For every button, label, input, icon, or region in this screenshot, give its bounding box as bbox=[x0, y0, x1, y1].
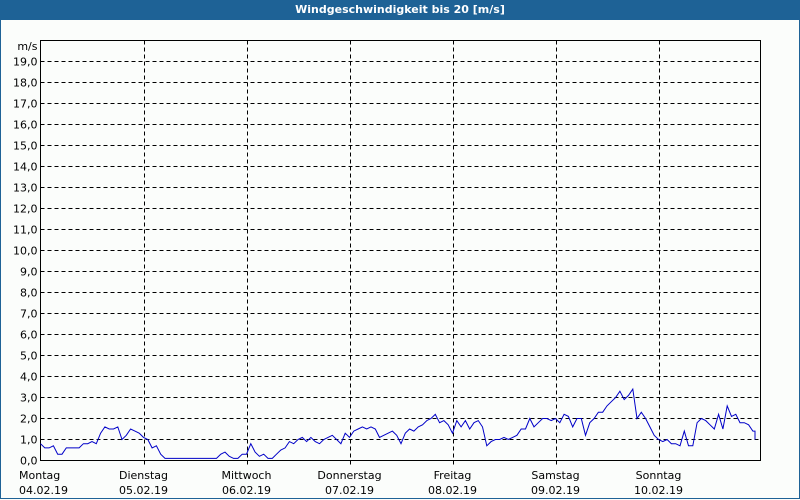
y-tick-label: 10,0 bbox=[13, 245, 38, 258]
x-tick-date: 08.02.19 bbox=[428, 484, 477, 497]
y-tick-label: 7,0 bbox=[20, 308, 38, 321]
x-tick-day: Montag bbox=[19, 469, 60, 482]
y-tick-label: 6,0 bbox=[20, 329, 38, 342]
y-tick-label: 18,0 bbox=[13, 77, 38, 90]
y-tick-label: 13,0 bbox=[13, 182, 38, 195]
x-tick-date: 07.02.19 bbox=[325, 484, 374, 497]
y-tick-label: 3,0 bbox=[20, 392, 38, 405]
y-tick-label: 5,0 bbox=[20, 350, 38, 363]
plot-area bbox=[40, 40, 761, 461]
x-tick-day: Samstag bbox=[531, 469, 579, 482]
y-tick-label: 9,0 bbox=[20, 266, 38, 279]
x-tick-date: 05.02.19 bbox=[119, 484, 168, 497]
y-tick-label: 1,0 bbox=[20, 434, 38, 447]
y-axis-unit: m/s bbox=[17, 40, 37, 53]
x-tick-day: Donnerstag bbox=[317, 469, 381, 482]
grid-lines bbox=[40, 40, 761, 465]
x-axis-labels: Montag 04.02.19 Dienstag 05.02.19 Mittwoch 06… bbox=[19, 469, 683, 497]
x-tick-day: Dienstag bbox=[119, 469, 168, 482]
x-tick-day: Freitag bbox=[434, 469, 472, 482]
x-tick-day: Mittwoch bbox=[222, 469, 272, 482]
y-tick-label: 2,0 bbox=[20, 413, 38, 426]
y-tick-label: 14,0 bbox=[13, 161, 38, 174]
chart-title: Windgeschwindigkeit bis 20 [m/s] bbox=[0, 0, 800, 20]
y-axis-labels: 0,0 1,0 2,0 3,0 4,0 5,0 6,0 7,0 8,0 9,0 10,0 11,0 12… bbox=[13, 56, 38, 468]
y-tick-label: 17,0 bbox=[13, 98, 38, 111]
y-tick-label: 12,0 bbox=[13, 203, 38, 216]
y-tick-label: 16,0 bbox=[13, 119, 38, 132]
x-tick-date: 04.02.19 bbox=[19, 484, 68, 497]
y-tick-label: 4,0 bbox=[20, 371, 38, 384]
x-tick-day: Sonntag bbox=[636, 469, 682, 482]
x-tick-date: 09.02.19 bbox=[531, 484, 580, 497]
y-tick-label: 8,0 bbox=[20, 287, 38, 300]
y-tick-label: 11,0 bbox=[13, 224, 38, 237]
y-tick-label: 15,0 bbox=[13, 140, 38, 153]
x-tick-date: 06.02.19 bbox=[222, 484, 271, 497]
x-tick-date: 10.02.19 bbox=[634, 484, 683, 497]
wind-speed-line bbox=[40, 387, 756, 459]
y-tick-label: 19,0 bbox=[13, 56, 38, 69]
y-tick-label: 0,0 bbox=[20, 455, 38, 468]
